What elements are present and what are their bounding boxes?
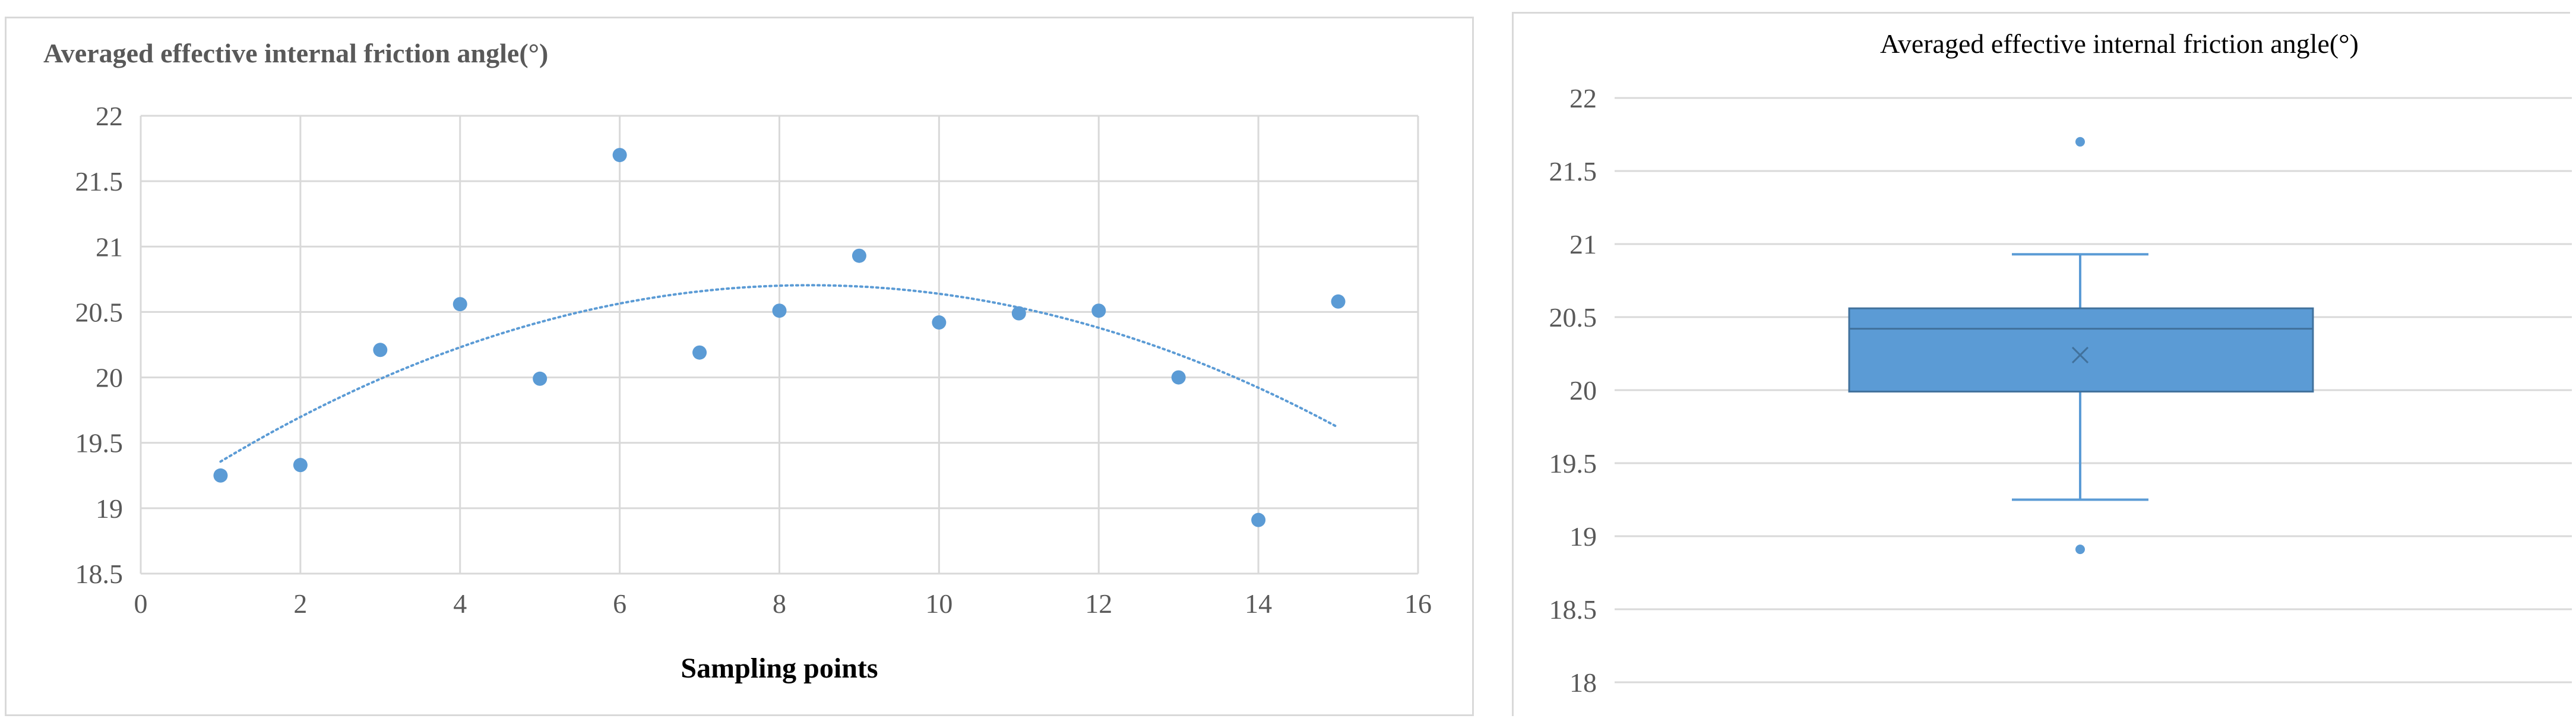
scatter-chart-panel: Averaged effective internal friction ang… [5, 17, 1474, 716]
x-tick-label: 16 [1404, 588, 1432, 619]
y-tick-label: 18.5 [1549, 594, 1597, 625]
outlier-point [2075, 545, 2085, 555]
chart-title: Averaged effective internal friction ang… [43, 38, 548, 68]
mean-marker [2071, 346, 2089, 364]
x-tick-label: 6 [613, 588, 626, 619]
trendline [219, 284, 1340, 463]
x-axis-label: Sampling points [681, 653, 878, 684]
x-tick-label: 2 [293, 588, 307, 619]
y-tick-label: 19 [96, 493, 123, 524]
boxplot-chart-panel: Averaged effective internal friction ang… [1512, 12, 2572, 716]
data-point [213, 468, 228, 483]
y-tick-label: 18.5 [75, 559, 124, 589]
x-tick-label: 10 [925, 588, 952, 619]
y-tick-label: 21 [1569, 229, 1597, 259]
x-tick-label: 4 [453, 588, 467, 619]
y-tick-label: 19.5 [75, 428, 124, 458]
y-tick-label: 20 [96, 363, 123, 393]
x-tick-label: 14 [1245, 588, 1272, 619]
data-point [852, 248, 866, 263]
y-tick-label: 18 [1569, 667, 1597, 698]
data-point [1171, 370, 1186, 385]
data-point [692, 345, 707, 360]
x-tick-label: 12 [1085, 588, 1112, 619]
data-point [293, 458, 308, 473]
data-point [373, 343, 388, 357]
y-tick-label: 20.5 [75, 297, 124, 327]
scatter-chart: Averaged effective internal friction ang… [43, 38, 1432, 684]
data-point [612, 148, 627, 163]
x-tick-label: 0 [134, 588, 148, 619]
box [1848, 307, 2314, 393]
data-point [1011, 306, 1026, 321]
data-point [1091, 303, 1106, 318]
data-point [932, 315, 947, 330]
y-tick-label: 22 [96, 101, 123, 131]
y-tick-label: 21.5 [75, 166, 124, 197]
data-point [772, 303, 787, 318]
data-point [533, 371, 548, 386]
data-point [452, 297, 467, 312]
data-point [1251, 512, 1266, 527]
y-tick-label: 19 [1569, 521, 1597, 552]
data-point [1331, 294, 1346, 309]
boxplot-chart: Averaged effective internal friction ang… [1549, 29, 2572, 698]
y-tick-label: 21 [96, 232, 123, 262]
y-tick-label: 20 [1569, 375, 1597, 406]
y-tick-label: 19.5 [1549, 448, 1597, 479]
y-tick-label: 22 [1569, 83, 1597, 113]
outlier-point [2075, 137, 2085, 147]
x-tick-label: 8 [773, 588, 786, 619]
chart-title: Averaged effective internal friction ang… [1880, 29, 2359, 59]
y-tick-label: 20.5 [1549, 302, 1597, 333]
y-tick-label: 21.5 [1549, 156, 1597, 186]
